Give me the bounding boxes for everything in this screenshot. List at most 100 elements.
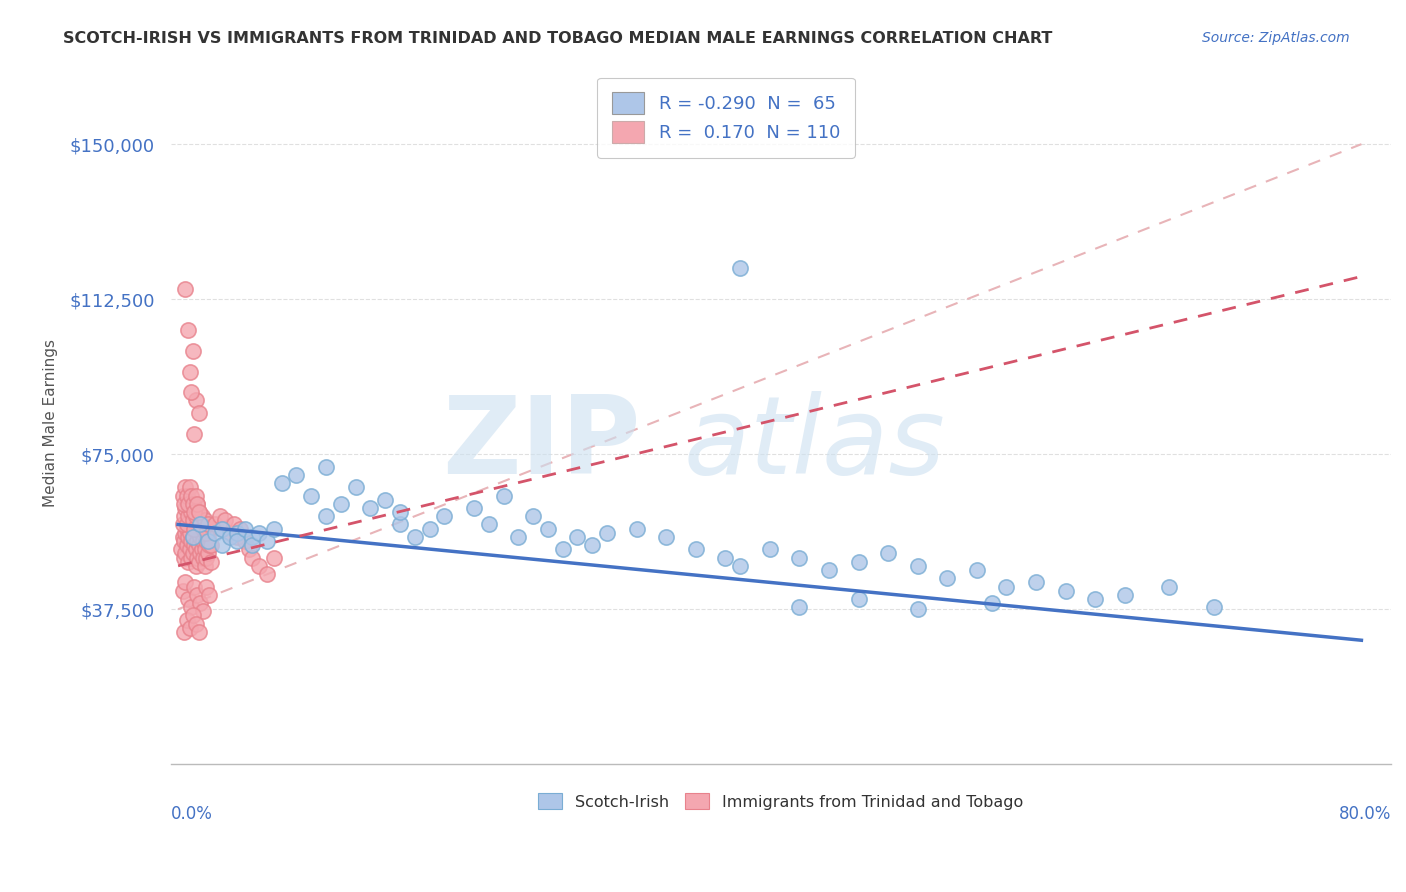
Point (197, 517, 219, 532)
Point (818, 563, 841, 577)
Point (238, 542, 260, 557)
Point (200, 555, 222, 569)
Point (187, 505, 209, 519)
Point (181, 546, 204, 560)
Point (626, 522, 648, 536)
Text: atlas: atlas (683, 392, 945, 496)
Point (179, 525, 201, 540)
Point (187, 555, 209, 569)
Point (240, 530, 263, 544)
Point (198, 522, 221, 536)
Point (329, 497, 352, 511)
Point (177, 555, 200, 569)
Point (184, 489, 207, 503)
Point (193, 604, 215, 618)
Point (200, 538, 222, 552)
Point (170, 542, 193, 557)
Point (208, 509, 231, 524)
Point (195, 525, 218, 540)
Point (789, 550, 811, 565)
Point (187, 624, 209, 639)
Point (980, 596, 1002, 610)
Point (214, 513, 236, 527)
Point (187, 406, 209, 420)
Text: ZIP: ZIP (441, 391, 641, 497)
Point (789, 600, 811, 615)
Point (1084, 591, 1107, 606)
Point (478, 517, 501, 532)
Point (1202, 600, 1225, 615)
Point (186, 534, 208, 549)
Point (907, 602, 929, 616)
Point (174, 575, 197, 590)
Point (581, 538, 603, 552)
Point (176, 522, 198, 536)
Point (184, 509, 207, 524)
Point (211, 522, 233, 536)
Point (180, 489, 202, 503)
Point (188, 596, 211, 610)
Point (226, 530, 249, 544)
Point (173, 509, 195, 524)
Y-axis label: Median Male Earnings: Median Male Earnings (44, 339, 58, 508)
Point (995, 580, 1018, 594)
Point (596, 525, 619, 540)
Point (249, 558, 271, 573)
Point (188, 530, 211, 544)
Point (191, 542, 214, 557)
Point (174, 480, 197, 494)
Point (256, 567, 278, 582)
Point (1114, 588, 1136, 602)
Point (174, 500, 197, 515)
Point (188, 517, 211, 532)
Point (218, 530, 240, 544)
Point (1054, 583, 1077, 598)
Point (193, 522, 215, 536)
Point (180, 385, 202, 400)
Point (183, 522, 205, 536)
Point (218, 525, 240, 540)
Point (263, 522, 285, 536)
Text: SCOTCH-IRISH VS IMMIGRANTS FROM TRINIDAD AND TOBAGO MEDIAN MALE EARNINGS CORRELA: SCOTCH-IRISH VS IMMIGRANTS FROM TRINIDAD… (63, 31, 1053, 46)
Point (374, 492, 396, 507)
Point (197, 534, 219, 549)
Point (173, 497, 195, 511)
Text: 0.0%: 0.0% (170, 805, 212, 823)
Point (195, 580, 218, 594)
Point (197, 546, 219, 560)
Point (177, 530, 200, 544)
Legend: R = -0.290  N =  65, R =  0.170  N = 110: R = -0.290 N = 65, R = 0.170 N = 110 (598, 78, 855, 158)
Point (193, 550, 215, 565)
Text: Source: ZipAtlas.com: Source: ZipAtlas.com (1202, 31, 1350, 45)
Point (186, 588, 208, 602)
Point (315, 509, 337, 524)
Point (226, 525, 249, 540)
Point (173, 534, 195, 549)
Point (173, 550, 195, 565)
Point (176, 517, 198, 532)
Point (233, 534, 256, 549)
Point (183, 522, 205, 536)
Point (187, 538, 209, 552)
Point (172, 489, 194, 503)
Point (224, 517, 246, 532)
Point (256, 534, 278, 549)
Point (226, 534, 249, 549)
Point (183, 538, 205, 552)
Point (551, 542, 574, 557)
Point (177, 509, 200, 524)
Point (176, 613, 198, 627)
Point (186, 497, 208, 511)
Point (848, 591, 870, 606)
Point (492, 489, 515, 503)
Point (194, 558, 217, 573)
Point (174, 546, 197, 560)
Point (315, 459, 337, 474)
Point (181, 343, 204, 358)
Point (537, 522, 560, 536)
Point (240, 550, 263, 565)
Point (344, 480, 367, 494)
Point (419, 522, 441, 536)
Point (174, 282, 197, 296)
Point (936, 571, 959, 585)
